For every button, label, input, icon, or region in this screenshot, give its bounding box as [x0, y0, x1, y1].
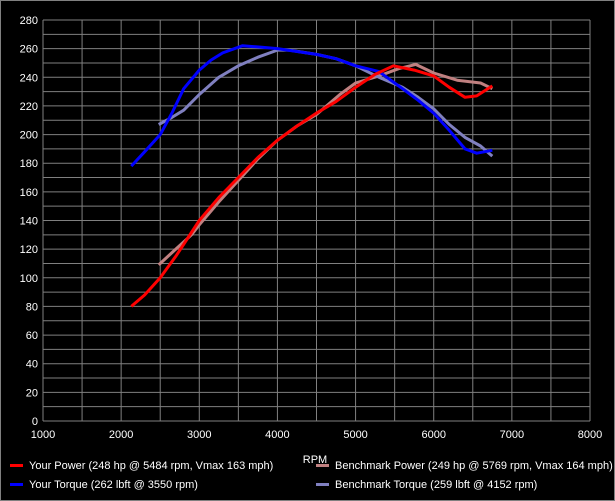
y-tick-label: 40 — [26, 359, 38, 371]
legend-swatch — [316, 483, 329, 486]
legend-swatch — [10, 483, 23, 486]
y-tick-label: 140 — [20, 216, 38, 228]
legend-swatch — [10, 464, 23, 467]
y-tick-label: 260 — [20, 44, 38, 56]
y-tick-label: 240 — [20, 72, 38, 84]
x-tick-label: 7000 — [500, 429, 524, 441]
legend-label: Benchmark Torque (259 lbft @ 4152 rpm) — [335, 479, 537, 491]
x-axis-label: RPM — [303, 454, 327, 466]
legend-label: Your Power (248 hp @ 5484 rpm, Vmax 163 … — [29, 460, 273, 472]
y-tick-label: 160 — [20, 187, 38, 199]
legend-label: Benchmark Power (249 hp @ 5769 rpm, Vmax… — [335, 460, 613, 472]
y-tick-label: 200 — [20, 130, 38, 142]
y-tick-label: 180 — [20, 158, 38, 170]
y-tick-label: 20 — [26, 387, 38, 399]
y-tick-label: 220 — [20, 101, 38, 113]
x-tick-label: 6000 — [421, 429, 445, 441]
legend-swatch — [316, 464, 329, 467]
series-lines — [130, 44, 494, 308]
x-tick-label: 2000 — [109, 429, 133, 441]
legend-label: Your Torque (262 lbft @ 3550 rpm) — [29, 479, 198, 491]
axis-ticks: 1000 2000 3000 4000 5000 6000 7000 8000 0 20 40 60 8… — [20, 15, 603, 441]
x-tick-label: 5000 — [343, 429, 367, 441]
y-tick-label: 100 — [20, 273, 38, 285]
series-line-0 — [130, 64, 494, 308]
y-tick-label: 120 — [20, 244, 38, 256]
x-tick-label: 4000 — [265, 429, 289, 441]
y-tick-label: 280 — [20, 15, 38, 27]
x-tick-label: 8000 — [578, 429, 602, 441]
y-tick-label: 60 — [26, 330, 38, 342]
legend: Your Power (248 hp @ 5484 rpm, Vmax 163 … — [10, 460, 613, 491]
series-line-1 — [130, 44, 493, 168]
y-tick-label: 0 — [32, 416, 38, 428]
grid — [42, 19, 591, 422]
x-tick-label: 1000 — [31, 429, 55, 441]
y-tick-label: 80 — [26, 301, 38, 313]
x-tick-label: 3000 — [187, 429, 211, 441]
